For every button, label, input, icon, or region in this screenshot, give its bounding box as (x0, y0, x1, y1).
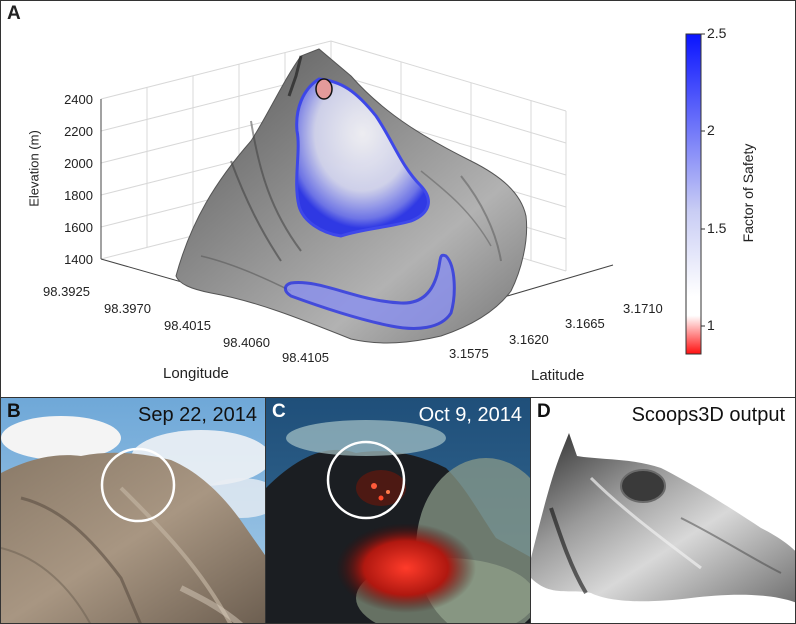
z-tick: 1800 (64, 188, 93, 203)
volcano-photo-oct (266, 398, 530, 623)
x-tick: 98.3970 (104, 301, 151, 316)
photo-date-c: Oct 9, 2014 (418, 404, 522, 426)
panel-label-c: C (272, 401, 286, 422)
y-tick: 3.1575 (449, 346, 489, 361)
z-tick: 2200 (64, 124, 93, 139)
panel-a-3d-terrain-plot: A (0, 0, 796, 398)
z-tick: 2000 (64, 156, 93, 171)
colorbar-label: Factor of Safety (740, 143, 756, 243)
highlight-circle (100, 447, 176, 523)
x-tick: 98.3925 (43, 284, 90, 299)
x-tick: 98.4015 (164, 318, 211, 333)
panel-c-photo: C Oct 9, 2014 (265, 397, 531, 624)
z-tick: 1600 (64, 220, 93, 235)
x-axis-label: Longitude (163, 365, 229, 382)
factor-of-safety-overlay (283, 77, 456, 330)
panel-d-caption: Scoops3D output (631, 404, 785, 426)
x-tick: 98.4105 (282, 350, 329, 365)
x-tick: 98.4060 (223, 335, 270, 350)
panel-b-photo: B Sep 22, 2014 (0, 397, 266, 624)
panel-label-d: D (537, 401, 551, 422)
scoops3d-surface (531, 433, 795, 603)
z-tick: 2400 (64, 92, 93, 107)
panel-label-a: A (7, 3, 21, 24)
colorbar-tick: 1.5 (707, 220, 727, 236)
z-axis-label: Elevation (m) (26, 130, 42, 207)
panel-label-b: B (7, 401, 21, 422)
scoop-depression (620, 469, 666, 503)
colorbar-tick: 2.5 (707, 25, 727, 41)
panel-d-scoops3d-render: D Scoops3D output (530, 397, 796, 624)
highlight-circle (326, 440, 406, 520)
z-tick: 1400 (64, 252, 93, 267)
y-tick: 3.1665 (565, 316, 605, 331)
colorbar (685, 33, 702, 355)
failure-scoop-marker (315, 78, 333, 100)
colorbar-tick: 1 (707, 317, 715, 333)
colorbar-tick: 2 (707, 122, 715, 138)
y-tick: 3.1620 (509, 332, 549, 347)
volcano-photo-sep (1, 398, 265, 623)
y-tick: 3.1710 (623, 301, 663, 316)
terrain-figure (100, 33, 705, 355)
y-axis-label: Latitude (531, 367, 585, 384)
photo-date-b: Sep 22, 2014 (138, 404, 257, 426)
